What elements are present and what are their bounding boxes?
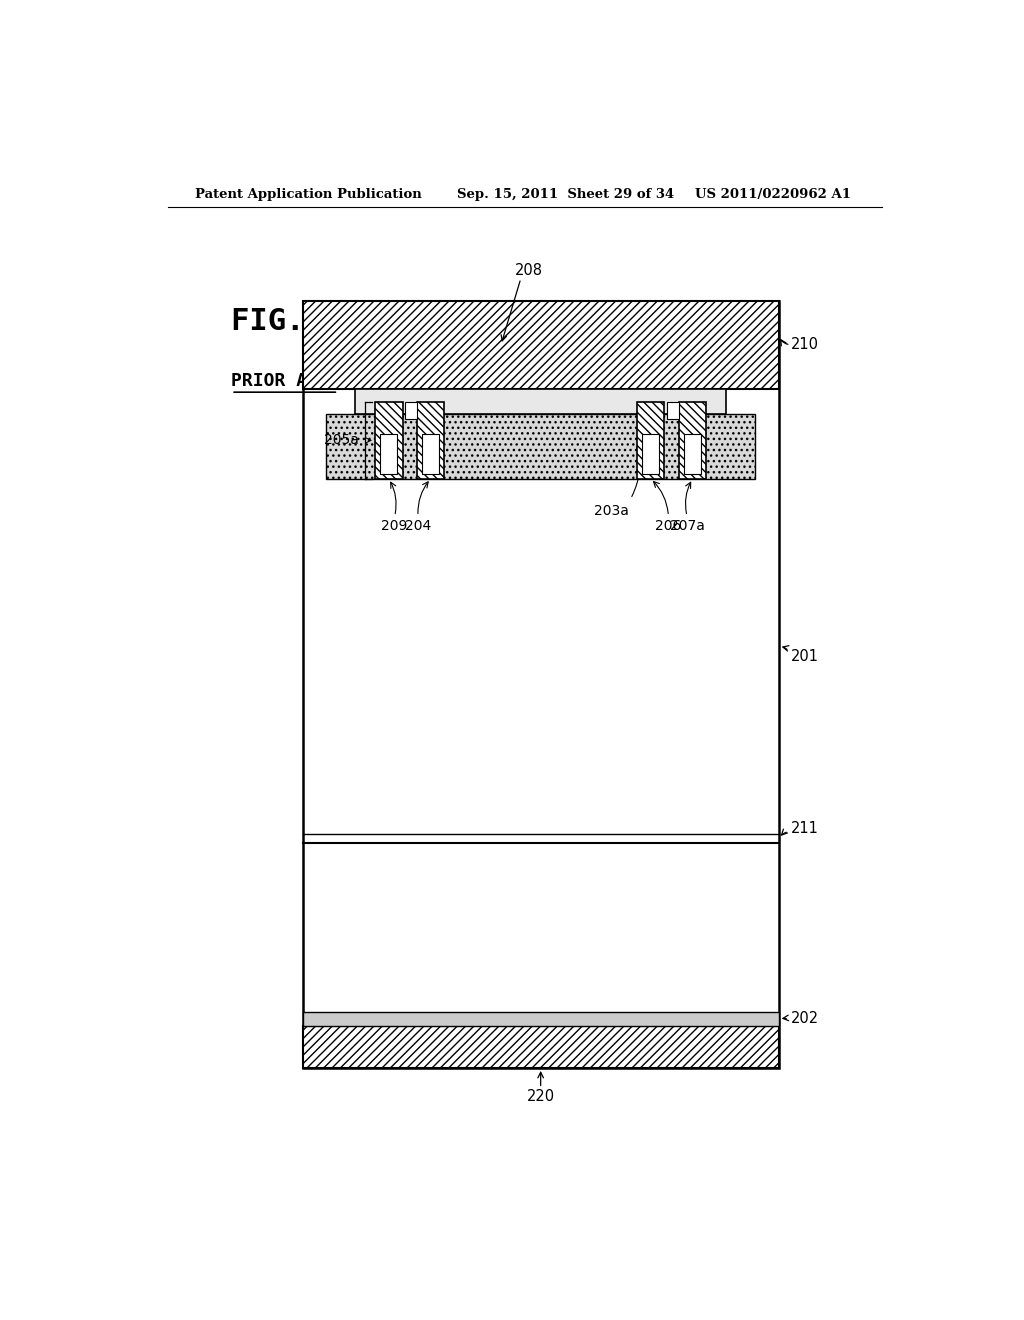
Text: Sep. 15, 2011  Sheet 29 of 34: Sep. 15, 2011 Sheet 29 of 34 [458, 189, 675, 202]
Bar [642, 434, 659, 474]
Text: US 2011/0220962 A1: US 2011/0220962 A1 [695, 189, 851, 202]
Text: 210: 210 [791, 338, 818, 352]
Text: PRIOR ART: PRIOR ART [231, 372, 329, 389]
Text: 220: 220 [526, 1089, 555, 1104]
Text: 209: 209 [382, 519, 408, 533]
Bar [684, 434, 700, 474]
Bar [667, 403, 679, 418]
Text: 203a: 203a [594, 504, 629, 519]
Text: 211: 211 [791, 821, 818, 836]
Bar [327, 413, 755, 479]
Text: Patent Application Publication: Patent Application Publication [196, 189, 422, 202]
Text: 206: 206 [655, 519, 682, 533]
Text: 204: 204 [404, 519, 431, 533]
Bar [417, 403, 444, 479]
Bar [303, 1012, 778, 1026]
Text: 202: 202 [791, 1011, 819, 1027]
Bar [404, 403, 417, 418]
Bar [355, 389, 726, 413]
Text: 207a: 207a [670, 519, 705, 533]
Bar [303, 301, 778, 389]
Text: FIG. 29: FIG. 29 [231, 308, 359, 337]
Bar [679, 403, 707, 479]
Bar [381, 434, 397, 474]
Bar [303, 1026, 778, 1068]
Bar [637, 403, 665, 479]
Text: 201: 201 [791, 649, 818, 664]
Text: 205a: 205a [325, 433, 359, 447]
Text: 208: 208 [515, 263, 543, 279]
Bar [303, 301, 778, 1068]
Bar [422, 434, 439, 474]
Bar [375, 403, 402, 479]
